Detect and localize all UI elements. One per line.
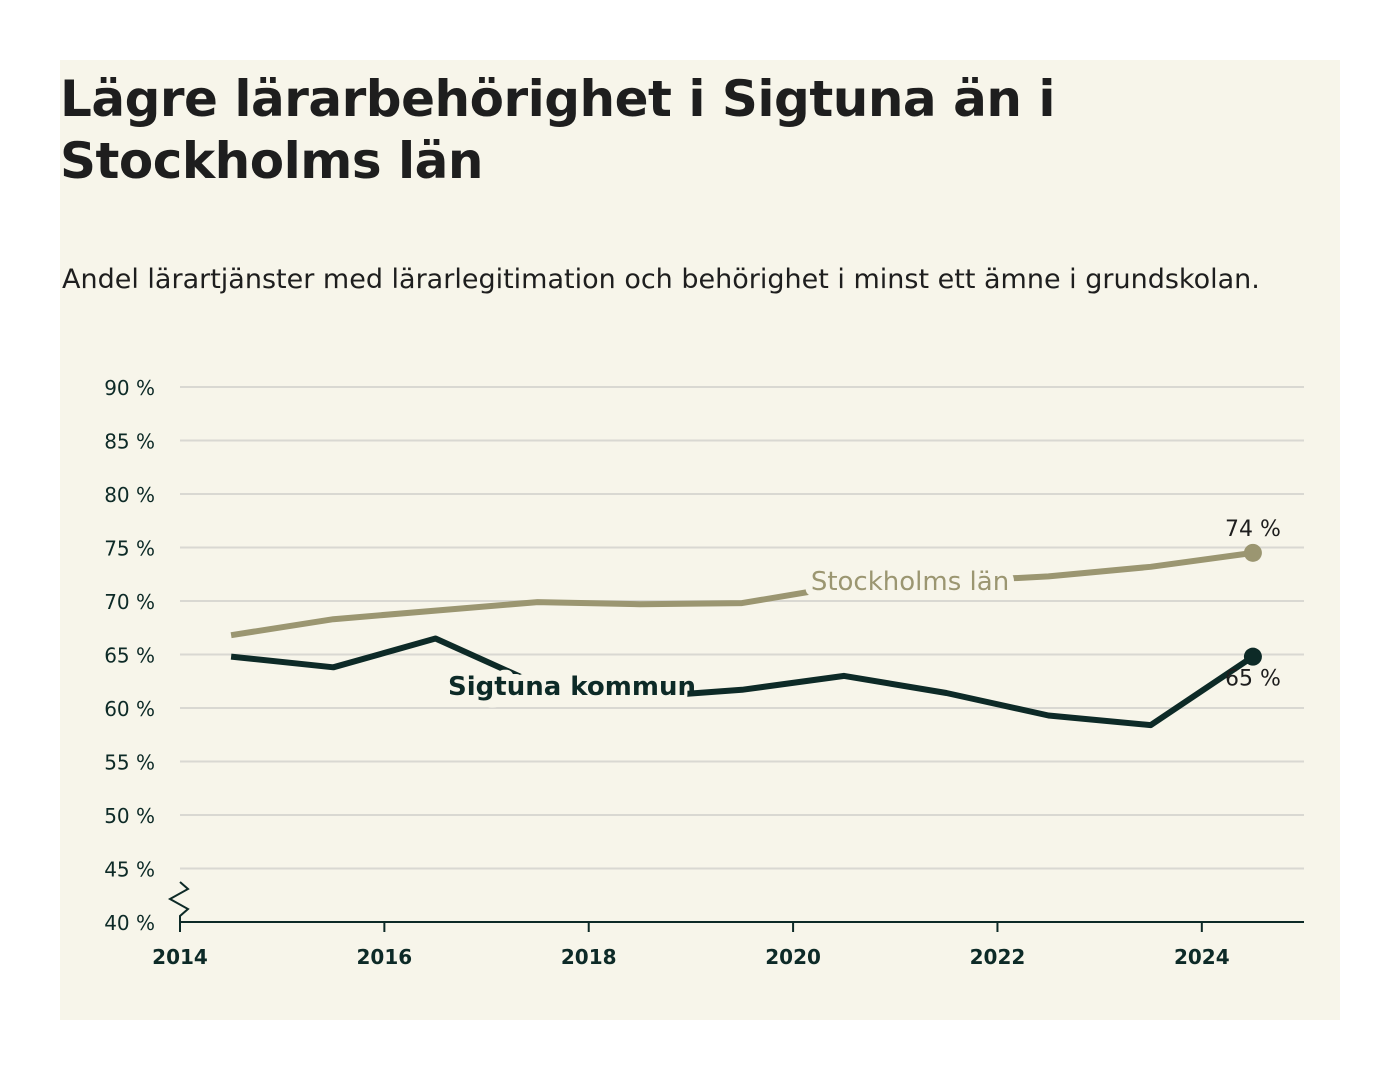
y-tick-label: 80 % [104, 483, 155, 507]
y-tick-label: 85 % [104, 430, 155, 454]
axis-break-icon [167, 881, 190, 922]
x-tick-label: 2020 [765, 945, 821, 969]
y-tick-label: 60 % [104, 697, 155, 721]
series-label-halo: Sigtuna kommun [461, 672, 682, 702]
y-tick-label: 90 % [104, 376, 155, 400]
y-tick-label: 70 % [104, 590, 155, 614]
series-end-point [1243, 543, 1262, 562]
series-end-point [1243, 647, 1262, 666]
y-tick-label: 50 % [104, 804, 155, 828]
y-tick-label: 75 % [104, 537, 155, 561]
y-tick-label: 65 % [104, 644, 155, 668]
y-tick-label: 40 % [104, 911, 155, 935]
end-value-label: 65 % [1225, 667, 1281, 692]
end-value-label: 74 % [1225, 517, 1281, 542]
y-tick-label: 55 % [104, 751, 155, 775]
x-tick-label: 2014 [152, 945, 208, 969]
x-tick-label: 2024 [1174, 945, 1230, 969]
chart-title: Lägre lärarbehörighet i Sigtuna än i Sto… [60, 70, 1055, 190]
x-tick-label: 2016 [357, 945, 413, 969]
series-label: Stockholms län [811, 567, 1009, 597]
x-tick-label: 2018 [561, 945, 617, 969]
series-line-sigtuna [230, 635, 1255, 729]
x-tick-label: 2022 [970, 945, 1026, 969]
chart-panel [60, 60, 1340, 1020]
y-tick-label: 45 % [104, 858, 155, 882]
series-label: Sigtuna kommun [448, 672, 696, 702]
series-label-halo: Stockholms län [811, 567, 1009, 597]
chart-subtitle: Andel lärartjänster med lärarlegitimatio… [62, 264, 1260, 295]
series-line-stockholm [230, 549, 1254, 639]
